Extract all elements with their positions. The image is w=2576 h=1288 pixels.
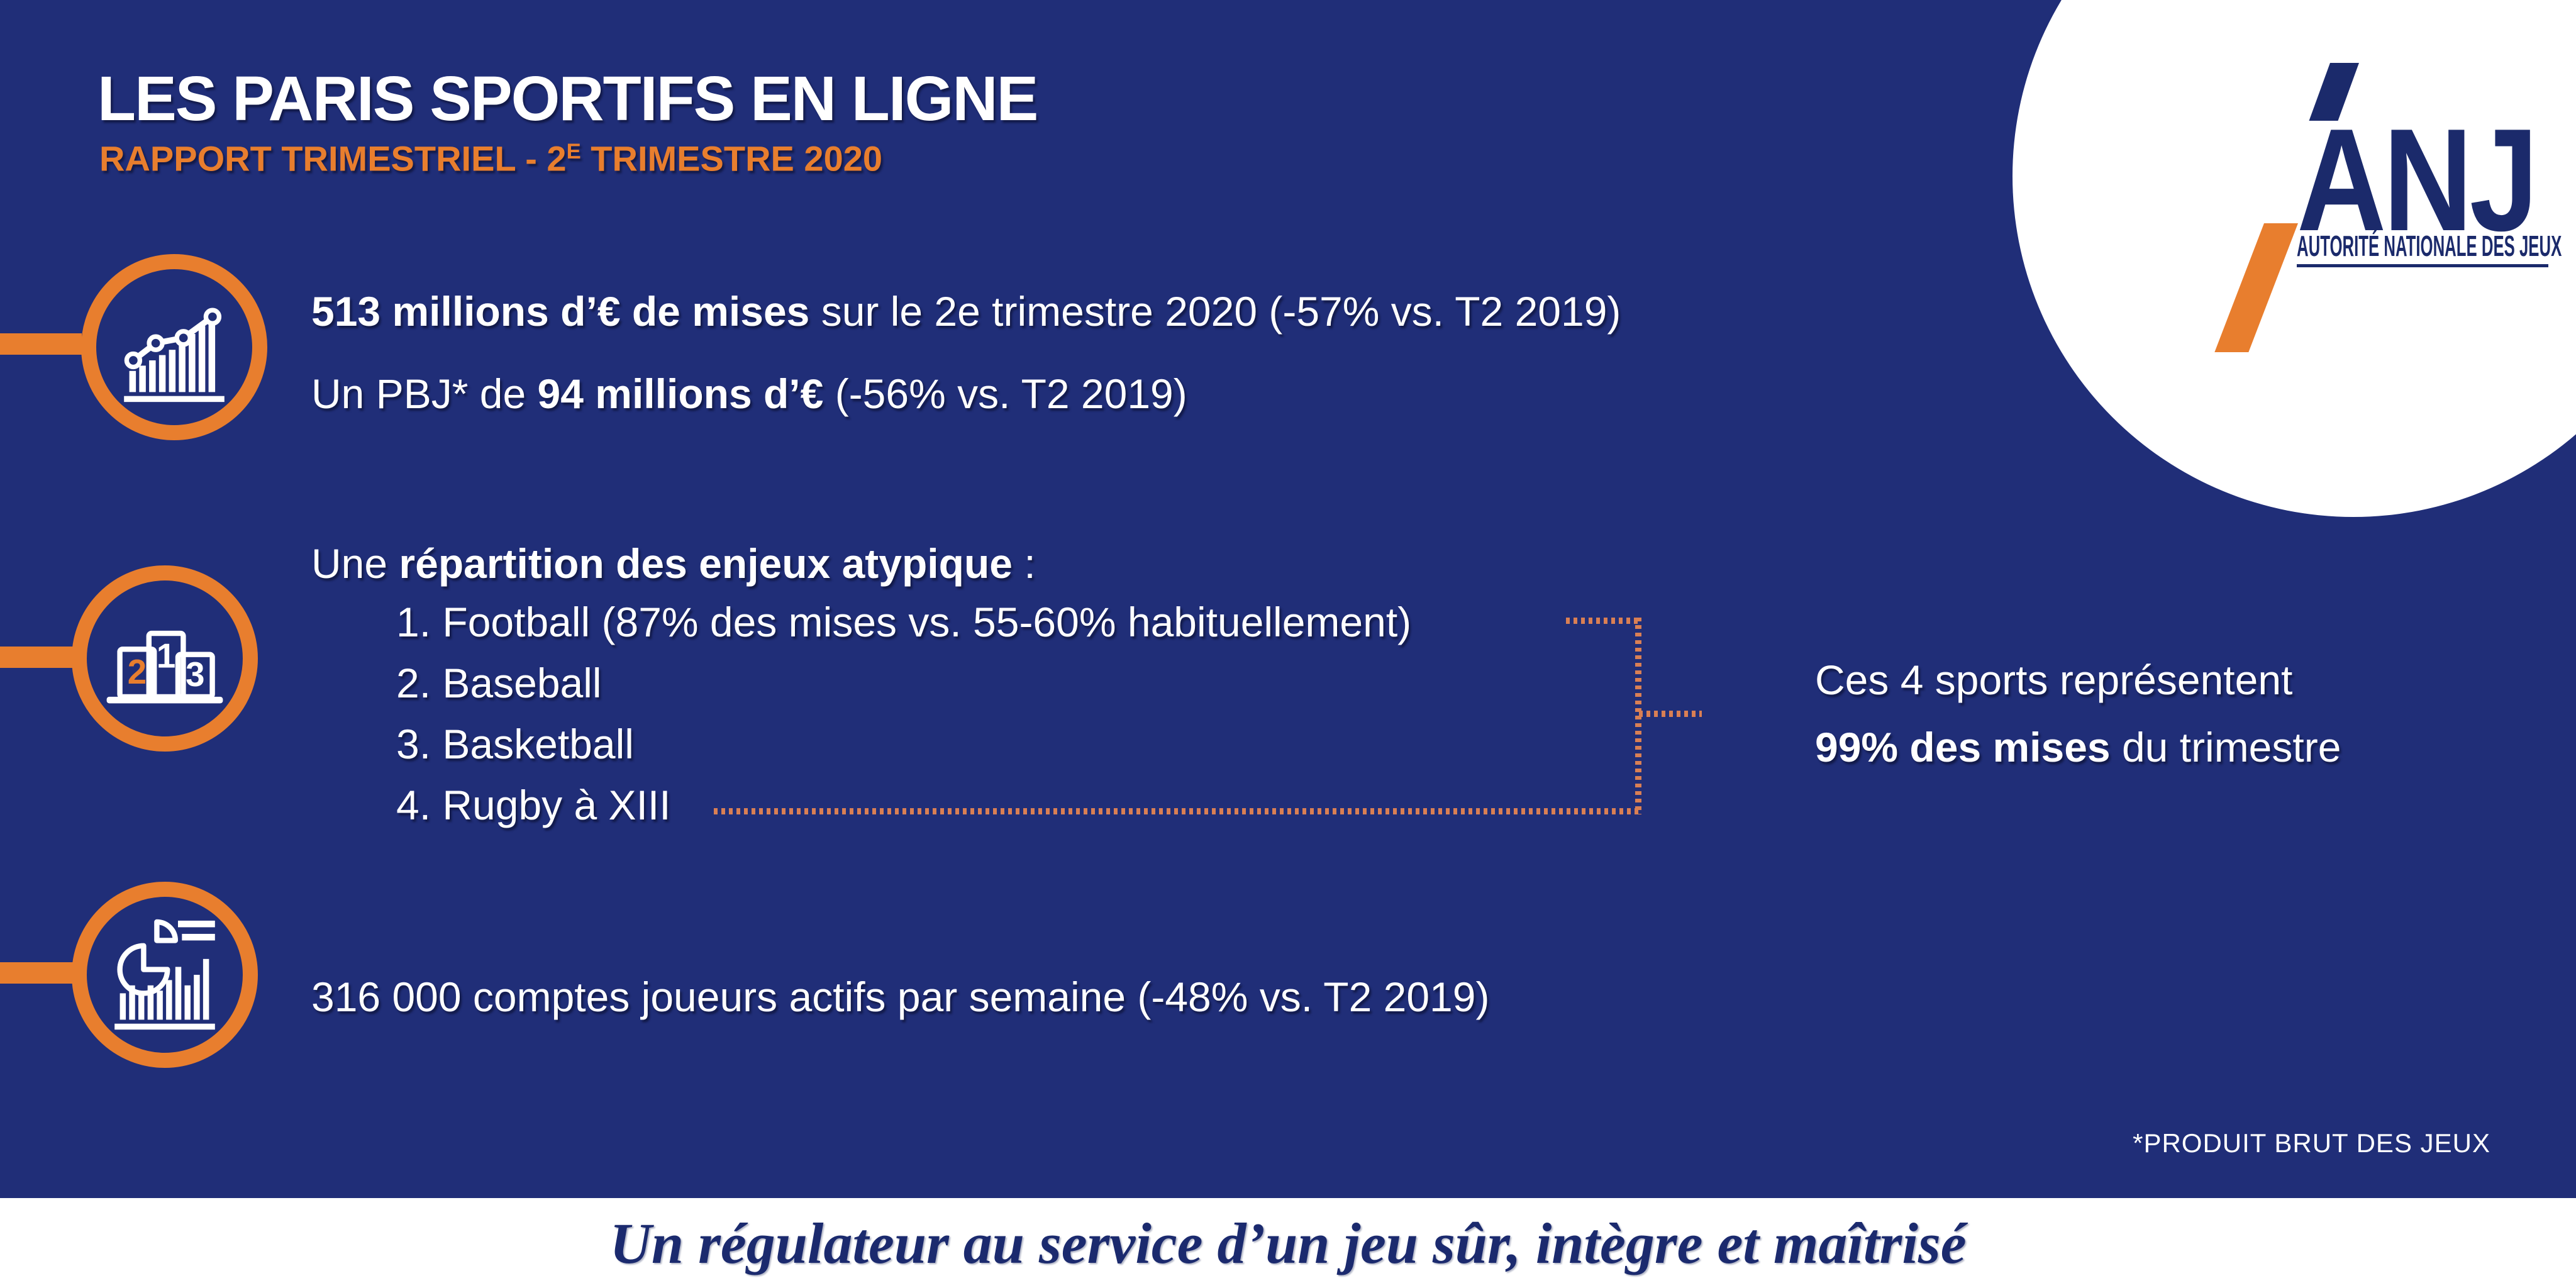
subtitle-prefix: RAPPORT TRIMESTRIEL - 2	[99, 138, 567, 179]
heading-prefix: Une	[311, 540, 399, 587]
logo-rule	[2297, 264, 2548, 267]
row-connector-bar	[0, 962, 74, 984]
row-connector-bar	[0, 333, 82, 355]
anj-logo-name: AUTORITÉ NATIONALE DES JEUX	[2297, 230, 2562, 262]
footnote: *PRODUIT BRUT DES JEUX	[2133, 1128, 2490, 1158]
stat-stakes-line2: Un PBJ* de 94 millions d’€ (-56% vs. T2 …	[311, 373, 1187, 414]
podium-icon: 2 1 3	[106, 630, 223, 704]
pbj-prefix: Un PBJ* de	[311, 370, 538, 417]
pie-chart-icon	[114, 919, 215, 1030]
podium-rank-1: 1	[157, 637, 175, 675]
bottom-banner: Un régulateur au service d’un jeu sûr, i…	[0, 1198, 2576, 1288]
pbj-rest: (-56% vs. T2 2019)	[823, 370, 1187, 417]
bracket-connector-line	[1639, 711, 1702, 717]
callout-line2: 99% des mises du trimestre	[1815, 726, 2341, 768]
stakes-rest: sur le 2e trimestre 2020 (-57% vs. T2 20…	[809, 288, 1621, 335]
callout-rest: du trimestre	[2110, 724, 2341, 770]
list-item: 3. Basketball	[396, 721, 634, 767]
podium-rank-2: 2	[128, 653, 147, 691]
page-subtitle: RAPPORT TRIMESTRIEL - 2E TRIMESTRE 2020	[99, 141, 882, 177]
heading-suffix: :	[1012, 540, 1036, 587]
bracket-bottom-line	[714, 808, 1641, 814]
list-item: 4. Rugby à XIII	[396, 782, 671, 828]
page-title: LES PARIS SPORTIFS EN LIGNE	[97, 64, 1038, 134]
row-connector-bar	[0, 647, 74, 668]
stat-stakes-line1: 513 millions d’€ de mises sur le 2e trim…	[311, 291, 1621, 332]
list-item: 1. Football (87% des mises vs. 55-60% ha…	[396, 599, 1412, 645]
callout-bold: 99% des mises	[1815, 724, 2111, 770]
subtitle-superscript: E	[566, 140, 581, 164]
anj-logo: ANJ	[2297, 99, 2538, 262]
callout-line1: Ces 4 sports représentent	[1815, 657, 2293, 703]
stat-accounts-line: 316 000 comptes joueurs actifs par semai…	[311, 974, 1490, 1020]
stakes-amount: 513 millions d’€ de mises	[311, 288, 810, 335]
tagline: Un régulateur au service d’un jeu sûr, i…	[609, 1211, 1967, 1275]
podium-rank-3: 3	[186, 655, 204, 694]
subtitle-suffix: TRIMESTRE 2020	[580, 138, 883, 179]
ranking-heading: Une répartition des enjeux atypique :	[311, 543, 1036, 584]
heading-bold: répartition des enjeux atypique	[399, 540, 1013, 587]
pbj-amount: 94 millions d’€	[537, 370, 824, 417]
list-item: 2. Baseball	[396, 660, 602, 706]
bracket-vertical-line	[1635, 618, 1641, 814]
line-chart-icon	[124, 308, 225, 402]
bracket-top-line	[1566, 618, 1638, 624]
